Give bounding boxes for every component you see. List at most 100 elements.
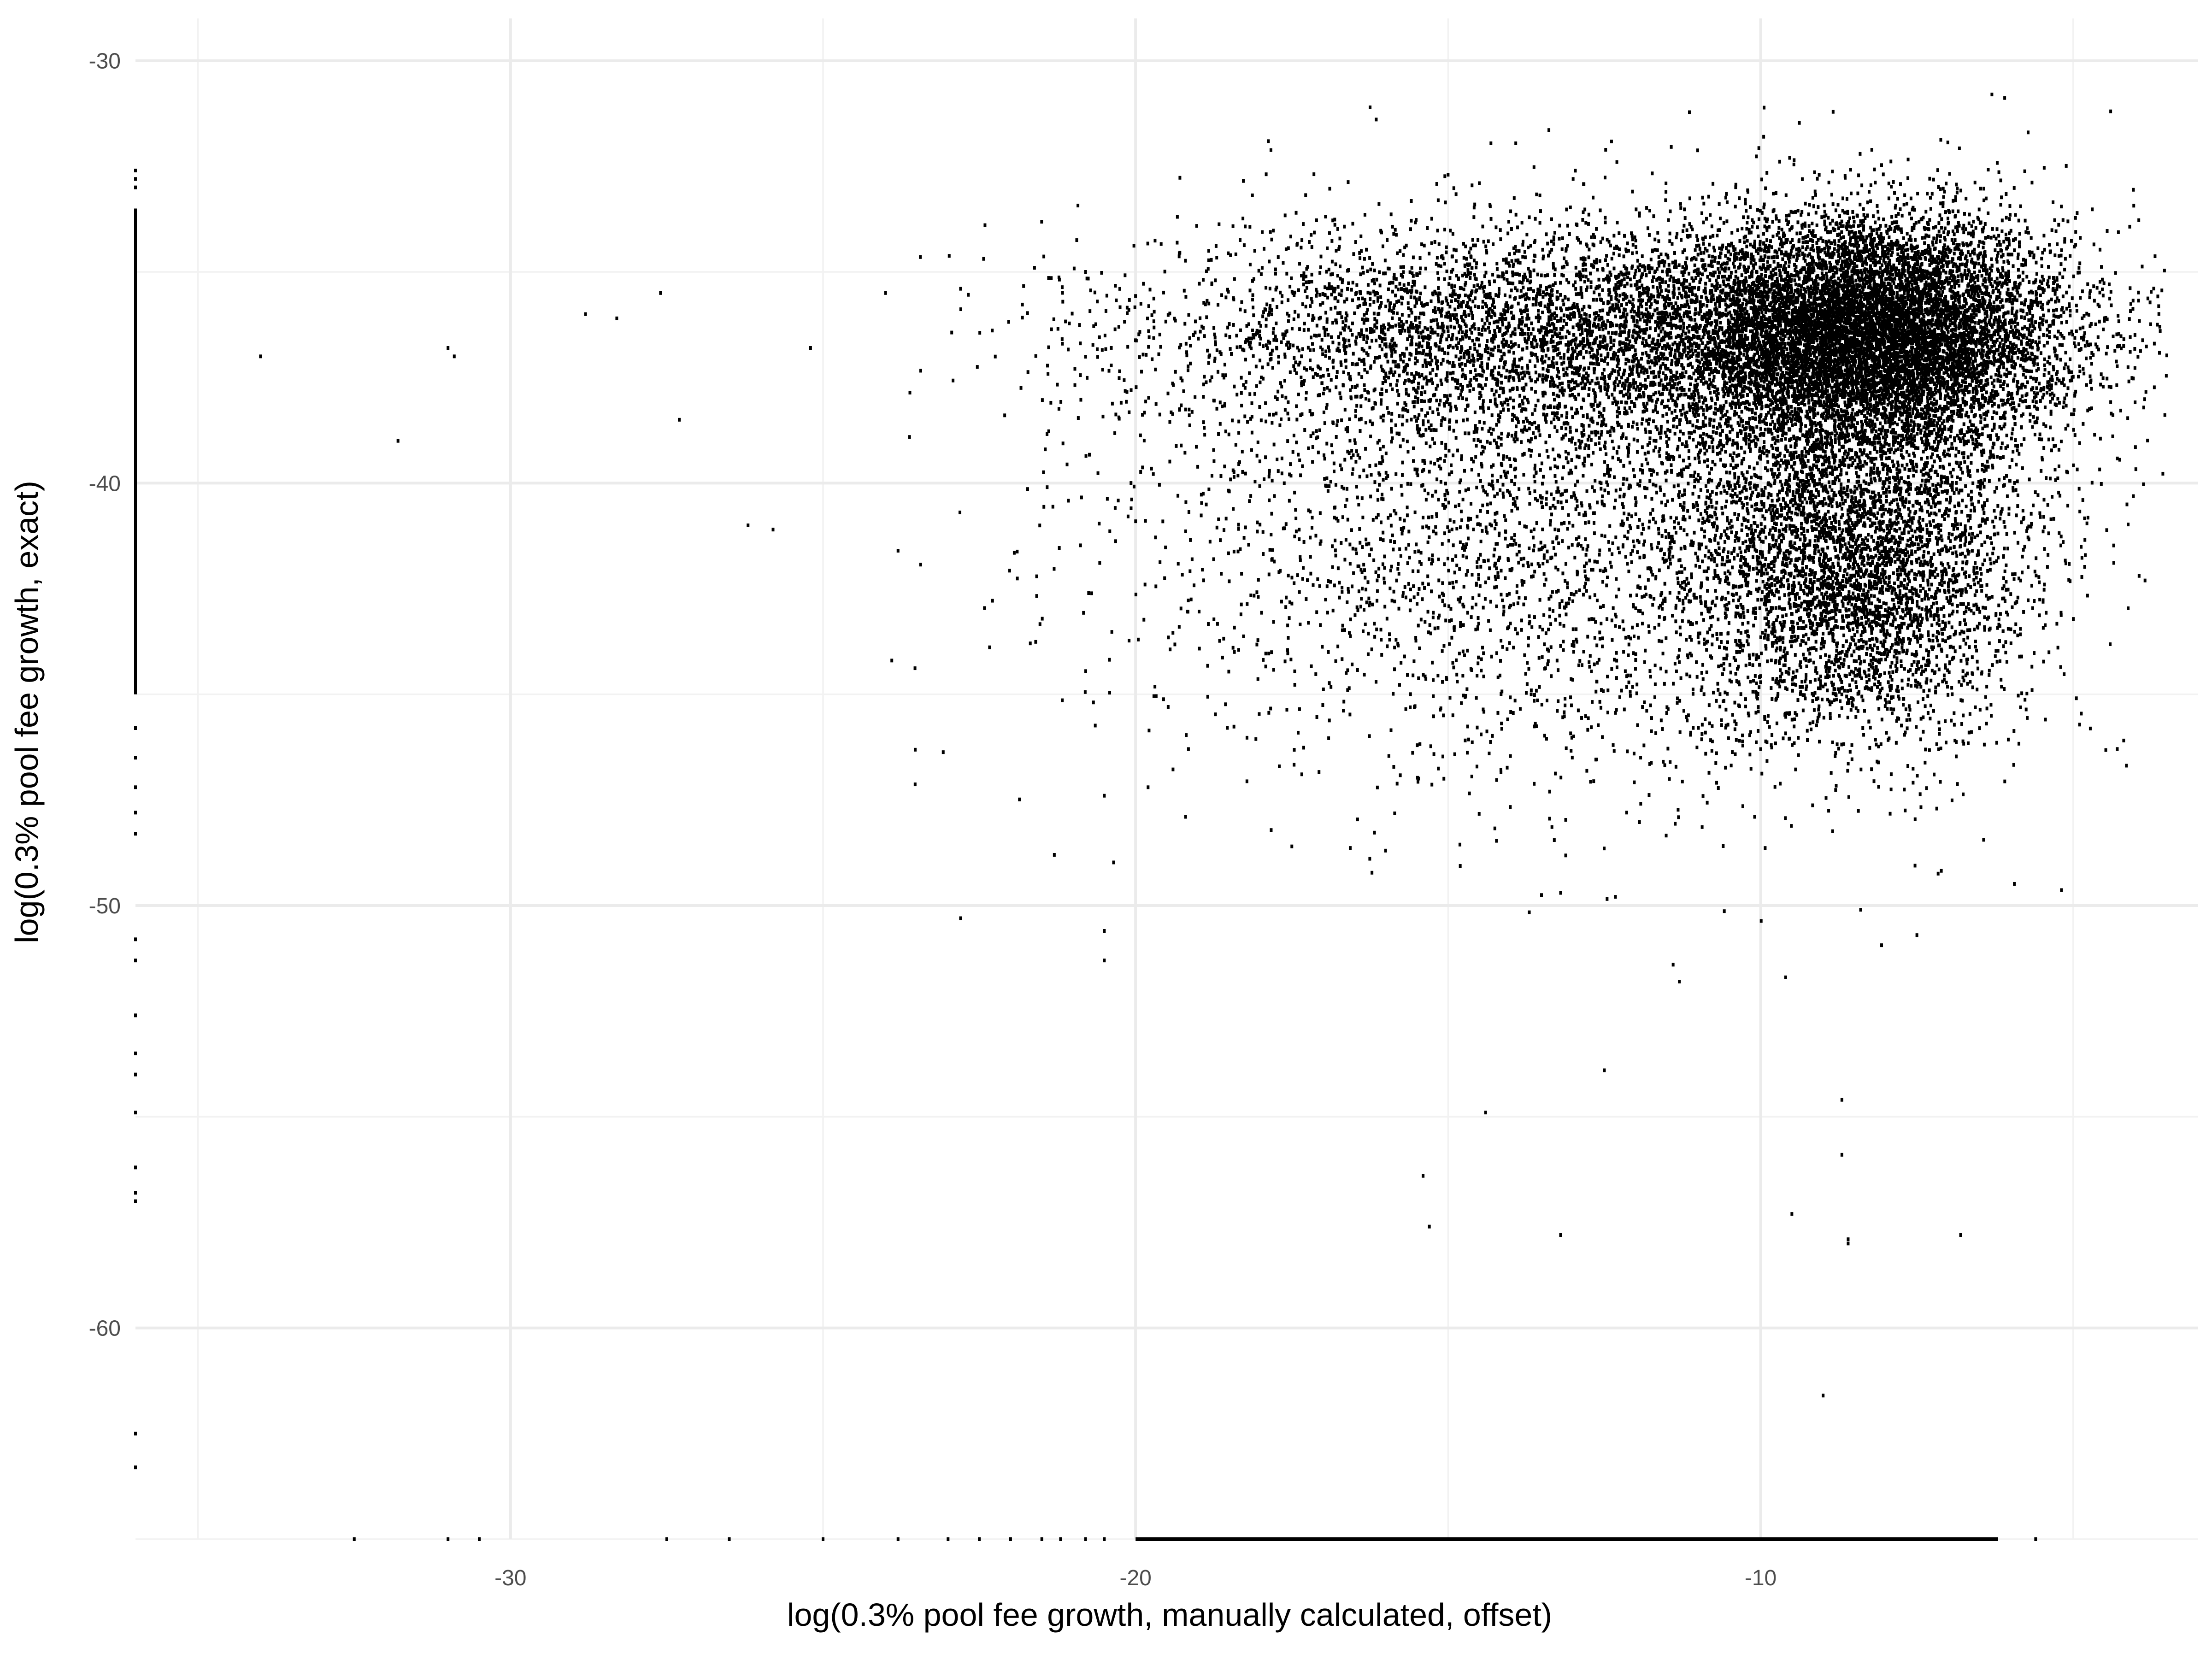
data-point	[1533, 420, 1536, 424]
data-point	[1942, 362, 1945, 366]
data-point	[1910, 397, 1913, 401]
data-point	[1846, 412, 1849, 416]
data-point	[2009, 371, 2012, 375]
data-point	[2081, 289, 2084, 294]
data-point	[1824, 302, 1827, 306]
data-point	[2041, 395, 2044, 400]
data-point	[1958, 322, 1961, 326]
data-point	[1906, 158, 1910, 162]
data-point	[1961, 397, 1965, 401]
data-point	[1891, 272, 1894, 276]
data-point	[1922, 336, 1925, 340]
data-point	[1811, 263, 1814, 267]
data-point	[2058, 343, 2061, 347]
data-point	[1795, 400, 1798, 404]
data-point	[1981, 432, 1984, 436]
data-point	[1907, 309, 1910, 313]
data-point	[1977, 244, 1980, 248]
data-point	[2092, 353, 2095, 357]
data-point	[1934, 414, 1937, 418]
data-point	[1955, 243, 1959, 247]
data-point	[1757, 281, 1760, 285]
data-point	[1728, 325, 1731, 329]
data-point	[1958, 373, 1961, 377]
data-point	[1833, 239, 1836, 243]
data-point	[1777, 382, 1780, 386]
data-point	[1595, 377, 1599, 381]
data-point	[1853, 371, 1857, 375]
data-point	[1944, 271, 1947, 275]
data-point	[1864, 429, 1867, 433]
data-point	[2000, 195, 2003, 200]
data-point	[1776, 318, 1779, 323]
data-point	[1920, 346, 1924, 350]
data-point	[1999, 243, 2002, 247]
data-point	[1867, 253, 1871, 257]
data-point	[1908, 441, 1911, 445]
data-point	[1939, 138, 1942, 142]
data-point	[1954, 198, 1957, 202]
data-point	[2035, 379, 2038, 383]
data-point	[1859, 224, 1862, 228]
data-point	[2053, 253, 2057, 258]
data-point	[1866, 322, 1869, 326]
data-point	[1875, 365, 1878, 369]
data-point	[1819, 389, 1823, 393]
data-point	[1998, 240, 2001, 244]
data-point	[1643, 344, 1646, 348]
data-point	[1838, 442, 1841, 446]
data-point	[1719, 264, 1723, 268]
data-point	[2012, 264, 2015, 268]
data-point	[1783, 285, 1786, 289]
data-point	[1897, 320, 1900, 324]
data-point	[1876, 246, 1879, 250]
data-point	[1941, 376, 1944, 380]
data-point	[1822, 369, 1825, 373]
data-point	[1908, 414, 1911, 418]
data-point	[1972, 405, 1975, 409]
data-point	[1995, 433, 1998, 437]
data-point	[1837, 404, 1840, 408]
data-point	[1849, 259, 1852, 263]
data-point	[1569, 206, 1572, 210]
data-point	[1799, 377, 1802, 381]
data-point	[1969, 367, 1972, 371]
data-point	[1925, 294, 1929, 298]
data-point	[1987, 360, 1990, 365]
data-point	[1900, 213, 1904, 218]
data-point	[1869, 242, 1872, 246]
data-point	[1827, 248, 1830, 252]
data-point	[1970, 303, 1973, 307]
data-point	[1946, 245, 1949, 249]
data-point	[1945, 182, 1948, 186]
data-point	[2019, 333, 2022, 337]
data-point	[1813, 189, 1817, 194]
data-point	[2018, 332, 2021, 336]
data-point	[1862, 464, 1865, 468]
data-point	[1935, 237, 1938, 241]
data-point	[2043, 405, 2047, 409]
data-point	[1921, 440, 1924, 444]
data-point	[1892, 344, 1895, 348]
data-point	[1847, 438, 1851, 442]
data-point	[1866, 411, 1869, 415]
data-point	[1823, 382, 1826, 386]
data-point	[1971, 325, 1975, 329]
data-point	[1782, 333, 1785, 337]
data-point	[1807, 399, 1811, 403]
data-point	[1990, 277, 1993, 281]
data-point	[1956, 409, 1959, 413]
data-point	[1739, 304, 1742, 308]
data-point	[2002, 351, 2005, 355]
data-point	[1790, 225, 1794, 229]
data-point	[1894, 335, 1897, 339]
data-point	[2010, 311, 2013, 315]
data-point	[1916, 311, 1919, 315]
data-point	[1935, 424, 1938, 428]
data-point	[1696, 253, 1700, 257]
data-point	[1735, 292, 1738, 296]
data-point	[2052, 200, 2055, 204]
data-point	[1985, 350, 1988, 354]
data-point	[2033, 395, 2036, 400]
data-point	[1594, 442, 1597, 446]
